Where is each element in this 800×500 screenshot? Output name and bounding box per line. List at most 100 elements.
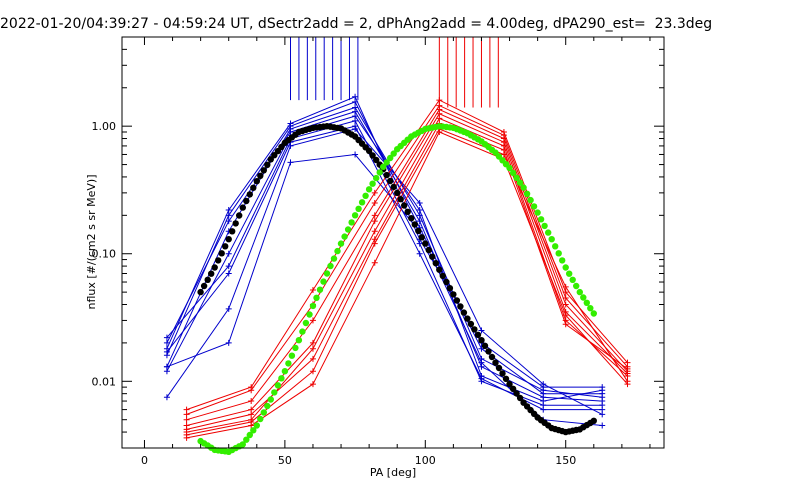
fit-layer <box>197 123 597 455</box>
black-fit-point <box>502 375 510 382</box>
green-fit-point <box>509 169 517 177</box>
blue-data-point <box>478 345 485 352</box>
green-fit-point <box>246 431 253 439</box>
green-fit-point <box>516 179 524 186</box>
green-fit-point <box>527 196 534 204</box>
green-fit-point <box>309 302 317 310</box>
green-fit-point <box>380 163 387 170</box>
red-data-point <box>309 317 316 324</box>
black-fit-point <box>204 276 211 283</box>
red-data-point <box>248 411 255 418</box>
black-fit-point <box>471 326 478 333</box>
blue-data-point <box>225 339 232 346</box>
green-fit-point <box>285 360 292 367</box>
green-fit-point <box>537 216 545 223</box>
black-fit-point <box>499 370 506 377</box>
green-fit-point <box>337 240 345 247</box>
green-fit-point <box>239 441 246 448</box>
green-fit-point <box>555 250 562 257</box>
black-fit-point <box>390 183 397 191</box>
red-data-point <box>624 373 631 380</box>
blue-data-point <box>225 305 232 312</box>
red-data-point <box>371 228 378 235</box>
green-fit-point <box>264 402 271 410</box>
black-fit-point <box>401 202 408 209</box>
green-fit-point <box>281 368 289 375</box>
blue-series-line <box>166 106 603 398</box>
red-data-point <box>624 365 631 372</box>
red-data-point <box>562 283 569 290</box>
black-fit-point <box>415 227 422 235</box>
blue-data-point <box>352 126 359 133</box>
blue-data-point <box>225 212 232 219</box>
black-fit-point <box>250 184 257 191</box>
blue-data-point <box>416 199 423 206</box>
blue-data-point <box>225 207 232 214</box>
green-fit-point <box>362 192 369 199</box>
black-fit-point <box>218 250 225 257</box>
series-layer <box>163 37 631 441</box>
green-fit-point <box>559 257 566 264</box>
green-fit-point <box>327 262 334 270</box>
blue-data-point <box>287 142 294 149</box>
black-fit-point <box>200 282 208 290</box>
red-data-point <box>248 422 255 429</box>
black-fit-point <box>488 353 496 361</box>
red-data-point <box>371 259 378 266</box>
green-fit-point <box>243 436 250 443</box>
black-fit-point <box>404 208 411 215</box>
y-tick-label: 0.01 <box>92 375 117 388</box>
green-fit-point <box>323 270 331 277</box>
green-fit-point <box>569 276 576 283</box>
black-fit-point <box>373 156 380 164</box>
black-fit-point <box>481 342 489 349</box>
black-fit-point <box>264 161 271 168</box>
black-fit-point <box>197 288 204 296</box>
black-fit-point <box>485 348 492 355</box>
red-data-point <box>436 129 443 136</box>
black-fit-point <box>383 171 390 179</box>
axes-layer: 0 50 100 150 0.01 0.10 1.00 <box>92 36 664 467</box>
green-fit-point <box>257 415 264 423</box>
black-fit-point <box>422 240 429 247</box>
plot-frame <box>121 36 665 449</box>
black-fit-point <box>495 364 503 372</box>
green-fit-point <box>278 375 285 382</box>
blue-data-point <box>163 363 170 370</box>
red-data-point <box>371 240 378 247</box>
blue-data-point <box>225 263 232 270</box>
red-data-point <box>624 381 631 388</box>
green-fit-point <box>274 382 282 389</box>
green-fit-point <box>383 159 390 166</box>
green-fit-point <box>355 205 362 212</box>
black-fit-point <box>253 178 260 185</box>
black-fit-point <box>243 197 250 205</box>
blue-data-point <box>352 93 359 100</box>
red-series-line <box>186 122 628 430</box>
black-fit-point <box>278 143 285 151</box>
black-fit-point <box>387 177 394 185</box>
blue-data-point <box>540 406 547 413</box>
blue-data-point <box>225 270 232 277</box>
x-axis-label: PA [deg] <box>370 466 416 479</box>
green-fit-point <box>358 199 366 206</box>
blue-series-line <box>166 111 603 402</box>
green-fit-point <box>250 427 257 434</box>
green-fit-point <box>271 389 278 396</box>
red-data-point <box>248 387 255 394</box>
green-fit-point <box>562 264 569 271</box>
black-fit-point <box>516 394 524 402</box>
black-fit-point <box>215 257 222 264</box>
black-fit-point <box>369 152 376 159</box>
red-data-point <box>309 286 316 293</box>
green-fit-point <box>348 219 355 226</box>
blue-data-point <box>416 250 423 257</box>
red-data-point <box>562 321 569 328</box>
green-fit-point <box>365 186 373 193</box>
green-fit-point <box>513 174 520 181</box>
green-fit-point <box>576 288 583 296</box>
black-fit-point <box>257 172 264 179</box>
blue-data-point <box>540 381 547 388</box>
black-fit-point <box>271 152 278 159</box>
